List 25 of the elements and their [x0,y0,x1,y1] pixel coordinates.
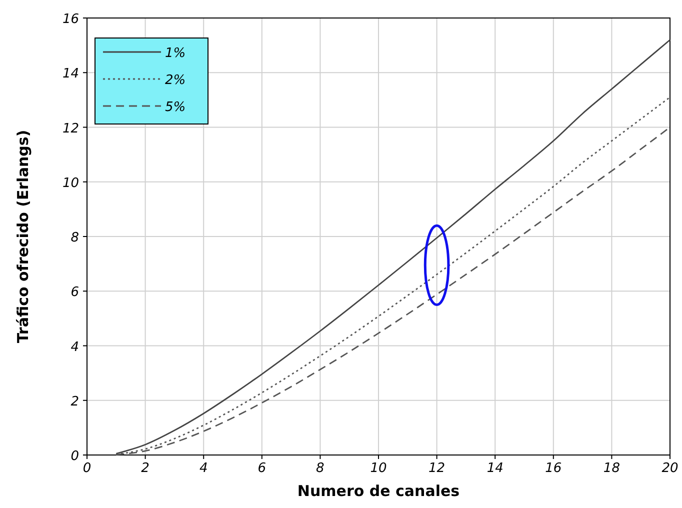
y-tick-label: 14 [62,66,79,82]
x-axis-title: Numero de canales [297,482,460,500]
x-tick-label: 6 [258,461,266,476]
y-tick-label: 0 [70,449,79,464]
y-tick-label: 10 [62,176,79,191]
legend-label: 1% [165,46,186,61]
x-tick-label: 14 [486,461,504,476]
x-tick-label: 0 [82,461,92,476]
y-tick-label: 12 [62,121,79,136]
y-axis-title: Tráfico ofrecido (Erlangs) [14,130,32,344]
legend-label: 2% [165,73,186,88]
x-tick-label: 12 [428,461,446,476]
y-tick-label: 8 [70,230,79,246]
y-tick-label: 4 [70,340,79,355]
x-tick-label: 2 [141,461,150,476]
y-tick-label: 6 [70,285,79,300]
y-tick-label: 16 [62,12,79,27]
legend-label: 5% [165,100,186,115]
x-tick-label: 16 [545,461,562,476]
x-tick-label: 4 [199,461,208,476]
x-tick-label: 20 [662,461,678,476]
x-tick-label: 10 [370,461,387,476]
x-tick-label: 8 [316,461,324,476]
x-tick-label: 18 [603,461,620,476]
y-tick-label: 2 [70,394,79,410]
